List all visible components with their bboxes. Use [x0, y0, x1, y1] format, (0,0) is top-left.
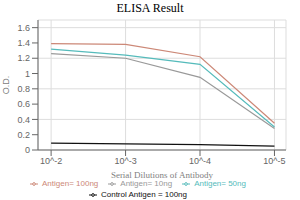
svg-text:O.D.: O.D.	[8, 76, 11, 95]
html-text:Control Antigen = 100ng: Control Antigen = 100ng	[101, 190, 187, 199]
svg-text:1.2: 1.2	[17, 53, 30, 63]
svg-text:0.6: 0.6	[17, 99, 30, 109]
svg-text:1.6: 1.6	[17, 23, 30, 33]
svg-text:10^-5: 10^-5	[263, 156, 285, 166]
svg-text:1.4: 1.4	[17, 38, 30, 48]
svg-text:10^-2: 10^-2	[40, 156, 62, 166]
svg-text:10^-4: 10^-4	[189, 156, 211, 166]
svg-text:10^-3: 10^-3	[114, 156, 136, 166]
svg-text:1: 1	[25, 69, 30, 79]
html-text:Antigen= 10ng: Antigen= 10ng	[120, 179, 173, 188]
svg-text:0: 0	[25, 145, 30, 155]
svg-text:0.4: 0.4	[17, 115, 30, 125]
svg-text:0.8: 0.8	[17, 84, 30, 94]
html-text:Antigen= 50ng: Antigen= 50ng	[194, 179, 246, 188]
svg-text:0.2: 0.2	[17, 130, 30, 140]
html-text:ELISA Result: ELISA Result	[116, 1, 184, 15]
svg-text:Serial Dilutions of Antibody: Serial Dilutions of Antibody	[111, 170, 214, 180]
html-text:Antigen= 100ng: Antigen= 100ng	[42, 179, 99, 188]
